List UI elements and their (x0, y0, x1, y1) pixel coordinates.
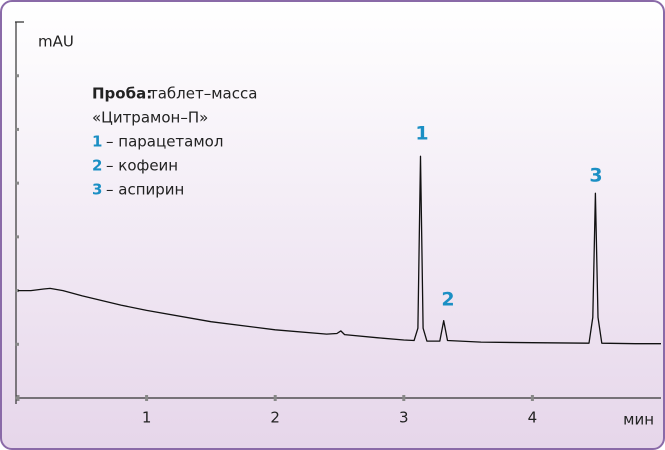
peak-label: 1 (415, 123, 428, 145)
legend-sample: «Цитрамон–П» (92, 109, 208, 127)
peak-label: 3 (589, 165, 602, 187)
x-tick-label: 4 (528, 409, 538, 427)
x-tick-label: 2 (270, 409, 280, 427)
peak-label: 2 (441, 289, 454, 311)
x-tick-label: 3 (399, 409, 409, 427)
x-axis-label: мин (623, 411, 654, 429)
x-tick-label: 1 (142, 409, 152, 427)
legend-sample-label: Проба: (92, 85, 152, 103)
legend-text: – аспирин (106, 181, 184, 199)
line-series (18, 155, 661, 345)
legend-number: 1 (92, 133, 102, 151)
legend-number: 3 (92, 181, 102, 199)
legend-sample: таблет–масса (149, 85, 257, 103)
legend-text: – парацетамол (106, 133, 223, 151)
legend: Проба: таблет–масса «Цитрамон–П» 1 – пар… (92, 85, 257, 199)
legend-text: – кофеин (106, 157, 178, 175)
y-axis-label: mAU (38, 33, 74, 51)
legend-number: 2 (92, 157, 102, 175)
